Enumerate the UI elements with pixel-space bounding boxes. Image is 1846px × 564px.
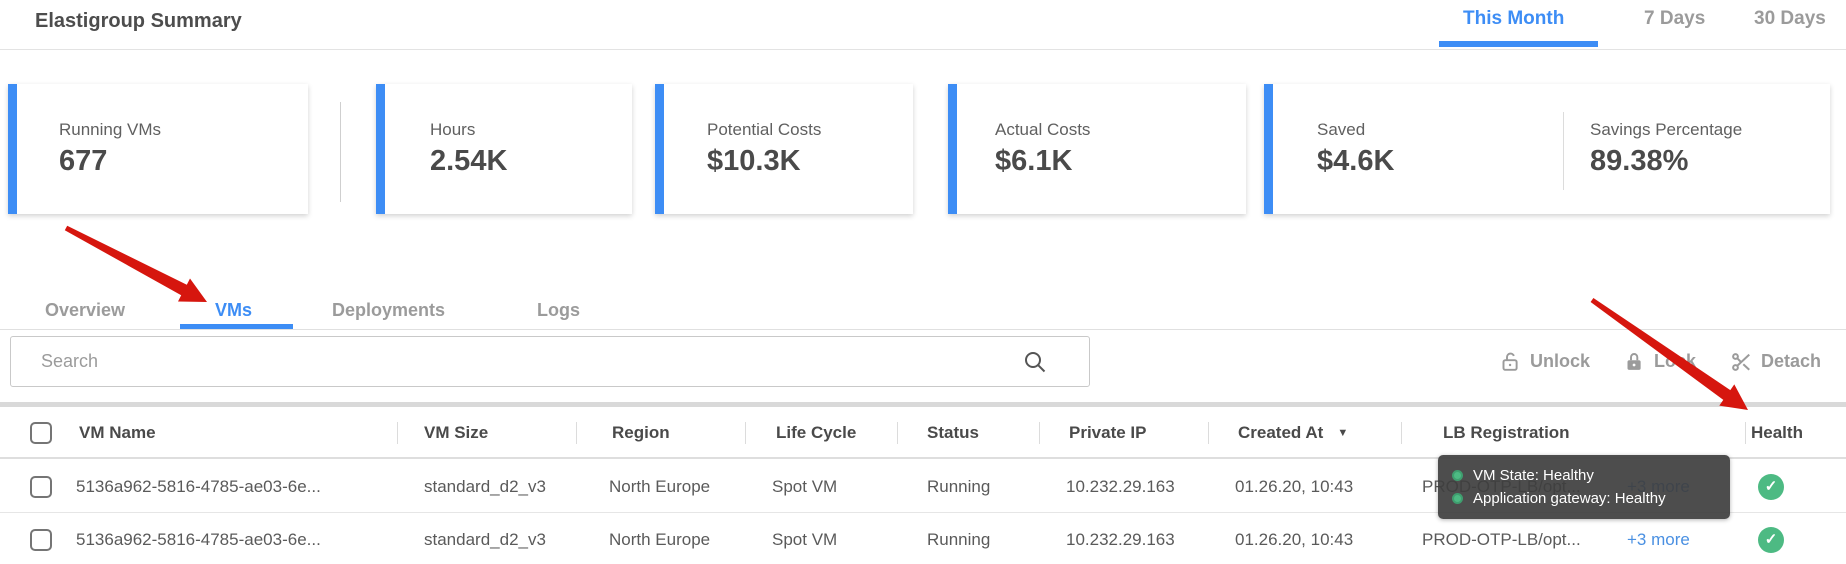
unlock-icon [1502, 352, 1518, 371]
page-title: Elastigroup Summary [35, 10, 242, 32]
stat-label: Potential Costs [707, 120, 822, 139]
column-header-region[interactable]: Region [612, 423, 670, 442]
tab-vms[interactable]: VMs [215, 300, 253, 320]
healthy-dot-icon [1452, 493, 1463, 504]
status-cell: Running [927, 530, 991, 549]
table-row[interactable]: 5136a962-5816-4785-ae03-6e... standard_d… [0, 514, 1846, 564]
tooltip-text: Application gateway: Healthy [1473, 490, 1666, 507]
tab-deployments[interactable]: Deployments [332, 300, 446, 320]
stat-card-hours: Hours 2.54K [376, 84, 632, 214]
stat-label: Savings Percentage [1590, 120, 1743, 139]
table-header-row: VM Name VM Size Region Life Cycle Status… [0, 407, 1846, 459]
arrow-to-vms-tab [64, 225, 207, 302]
row-checkbox[interactable] [30, 476, 52, 498]
vm-size-cell: standard_d2_v3 [424, 477, 546, 496]
life-cycle-cell: Spot VM [772, 477, 838, 496]
tooltip-line: Application gateway: Healthy [1452, 487, 1716, 510]
cards-divider [340, 102, 341, 202]
scissors-icon [1732, 352, 1750, 371]
health-ok-icon[interactable]: ✓ [1758, 474, 1784, 500]
tab-overview[interactable]: Overview [45, 300, 126, 320]
active-period-underline [1439, 41, 1598, 47]
column-header-status[interactable]: Status [927, 423, 979, 442]
column-header-health[interactable]: Health [1751, 423, 1803, 442]
tab-logs[interactable]: Logs [537, 300, 580, 320]
private-ip-cell: 10.232.29.163 [1066, 530, 1175, 549]
life-cycle-cell: Spot VM [772, 530, 838, 549]
savings-card-divider [1563, 112, 1564, 190]
healthy-dot-icon [1452, 470, 1463, 481]
lock-icon [1627, 353, 1641, 370]
unlock-button[interactable]: Unlock [1500, 351, 1590, 372]
tooltip-text: VM State: Healthy [1473, 467, 1594, 484]
stat-card-potential-costs: Potential Costs $10.3K [655, 84, 913, 214]
column-header-created-at[interactable]: Created At ▼ [1238, 407, 1348, 459]
stat-value: $10.3K [707, 145, 801, 177]
column-separator [1039, 422, 1040, 444]
created-at-cell: 01.26.20, 10:43 [1235, 530, 1354, 549]
search-icon [1025, 352, 1046, 373]
lock-button[interactable]: Lock [1624, 351, 1696, 372]
column-header-private-ip[interactable]: Private IP [1069, 423, 1147, 442]
private-ip-cell: 10.232.29.163 [1066, 477, 1175, 496]
column-header-vm-name[interactable]: VM Name [79, 423, 156, 442]
region-cell: North Europe [609, 477, 711, 496]
column-separator [397, 422, 398, 444]
search-box [10, 336, 1090, 387]
detach-label: Detach [1761, 351, 1822, 371]
top-header: Elastigroup Summary This Month 7 Days 30… [0, 0, 1846, 50]
column-separator [1401, 422, 1402, 444]
period-tab-this-month[interactable]: This Month [1463, 8, 1565, 29]
vm-name-cell: 5136a962-5816-4785-ae03-6e... [76, 530, 321, 549]
stat-value: $4.6K [1317, 145, 1395, 177]
health-tooltip: VM State: Healthy Application gateway: H… [1438, 455, 1730, 519]
lock-label: Lock [1654, 351, 1697, 371]
column-header-life-cycle[interactable]: Life Cycle [776, 423, 857, 442]
period-tab-30-days[interactable]: 30 Days [1754, 8, 1826, 29]
stat-value: $6.1K [995, 145, 1073, 177]
stat-value: 89.38% [1590, 145, 1689, 177]
region-cell: North Europe [609, 530, 711, 549]
stat-card-savings: Saved $4.6K Savings Percentage 89.38% [1264, 84, 1830, 214]
stat-label: Actual Costs [995, 120, 1091, 139]
stat-card-actual-costs: Actual Costs $6.1K [948, 84, 1246, 214]
active-tab-underline [180, 324, 293, 330]
select-all-checkbox[interactable] [30, 422, 52, 444]
row-actions-toolbar: Unlock Lock Detach [1500, 336, 1821, 387]
stat-label: Running VMs [59, 120, 162, 139]
unlock-label: Unlock [1530, 351, 1591, 371]
column-separator [897, 422, 898, 444]
stat-card-running-vms: Running VMs 677 [8, 84, 308, 214]
period-tab-7-days[interactable]: 7 Days [1644, 8, 1706, 29]
status-cell: Running [927, 477, 991, 496]
row-checkbox[interactable] [30, 529, 52, 551]
column-separator [1208, 422, 1209, 444]
vm-name-cell: 5136a962-5816-4785-ae03-6e... [76, 477, 321, 496]
column-separator [745, 422, 746, 444]
lb-more-link[interactable]: +3 more [1627, 530, 1690, 549]
sort-desc-icon[interactable]: ▼ [1337, 427, 1349, 439]
detach-button[interactable]: Detach [1730, 351, 1821, 373]
column-separator [1745, 422, 1746, 444]
table-top-border [0, 402, 1846, 407]
search-input[interactable] [11, 337, 1089, 386]
stat-label: Saved [1317, 120, 1366, 139]
created-at-cell: 01.26.20, 10:43 [1235, 477, 1354, 496]
tabs-bottom-border [0, 329, 1846, 330]
stat-value: 2.54K [430, 145, 508, 177]
stat-value: 677 [59, 145, 108, 177]
lb-registration-cell: PROD-OTP-LB/opt... [1422, 530, 1581, 549]
created-at-label: Created At [1238, 423, 1324, 442]
vm-size-cell: standard_d2_v3 [424, 530, 546, 549]
tooltip-line: VM State: Healthy [1452, 464, 1716, 487]
health-ok-icon[interactable]: ✓ [1758, 527, 1784, 553]
column-header-lb-registration[interactable]: LB Registration [1443, 423, 1570, 442]
column-separator [576, 422, 577, 444]
column-header-vm-size[interactable]: VM Size [424, 423, 489, 442]
stat-label: Hours [430, 120, 476, 139]
